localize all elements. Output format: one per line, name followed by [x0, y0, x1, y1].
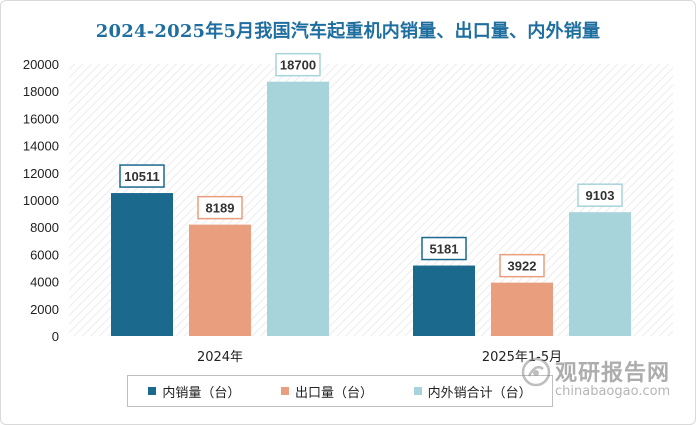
- y-tick-label: 2000: [30, 302, 59, 317]
- bar: [267, 81, 329, 337]
- bars: [111, 81, 631, 337]
- y-tick-label: 16000: [23, 111, 59, 126]
- legend-label: 内外销合计（台）: [427, 385, 532, 401]
- y-tick-label: 0: [52, 329, 59, 344]
- data-labels: 10511 8189 18700 5181 3922 9103: [119, 52, 623, 278]
- chart-title: 2024-2025年5月我国汽车起重机内销量、出口量、内外销量: [95, 21, 601, 42]
- legend-item: 内外销合计（台）: [413, 382, 532, 401]
- watermark-text-en: chinabaogao.com: [555, 384, 671, 399]
- watermark-text-cn: 观研报告网: [555, 361, 671, 386]
- legend: 内销量（台） 出口量（台） 内外销合计（台）: [127, 375, 553, 407]
- legend-item: 出口量（台）: [280, 382, 373, 401]
- bar: [111, 193, 173, 336]
- x-axis: 2024年 2025年1-5月: [197, 350, 562, 365]
- data-label: 8189: [206, 201, 235, 216]
- y-tick-label: 14000: [23, 139, 59, 154]
- y-tick-label: 12000: [23, 166, 59, 181]
- data-label: 10511: [124, 169, 159, 184]
- y-tick-label: 20000: [23, 57, 59, 72]
- data-label: 18700: [280, 58, 316, 73]
- data-label-box: [499, 253, 545, 278]
- bar: [413, 265, 475, 336]
- watermark-logo-icon: [521, 357, 551, 387]
- y-tick-label: 18000: [23, 84, 59, 99]
- bar: [569, 212, 631, 336]
- data-label-box: [119, 164, 165, 188]
- watermark: 观研报告网 chinabaogao.com: [521, 355, 691, 407]
- legend-swatch: [413, 387, 422, 395]
- data-label: 9103: [586, 188, 615, 203]
- legend-item: 内销量（台）: [148, 382, 240, 401]
- bar: [189, 224, 251, 336]
- y-axis: 0 2000 4000 6000 8000 10000 12000 14000 16000 180…: [23, 57, 59, 344]
- legend-label: 内销量（台）: [162, 385, 241, 401]
- y-tick-label: 10000: [23, 193, 59, 208]
- data-label-box: [197, 195, 243, 220]
- y-tick-label: 6000: [30, 247, 59, 262]
- legend-label: 出口量（台）: [294, 385, 373, 401]
- data-label-box: [577, 183, 623, 207]
- data-label: 3922: [508, 259, 537, 274]
- legend-swatch: [148, 387, 157, 395]
- x-tick-label: 2024年: [197, 350, 243, 365]
- y-tick-label: 4000: [30, 275, 59, 290]
- legend-swatch: [280, 387, 289, 395]
- y-tick-label: 8000: [30, 220, 59, 235]
- bar: [491, 282, 553, 336]
- data-label-box: [275, 52, 321, 77]
- data-label-box: [421, 236, 467, 261]
- data-label: 5181: [430, 242, 459, 257]
